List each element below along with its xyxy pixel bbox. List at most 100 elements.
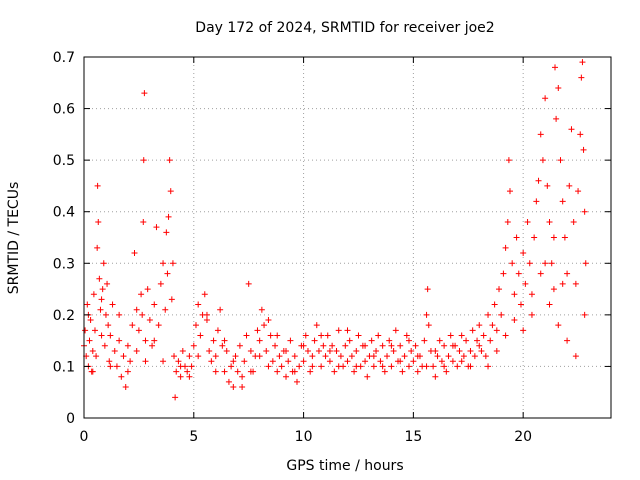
data-point	[423, 311, 430, 318]
data-point	[535, 177, 542, 184]
data-point	[517, 301, 524, 308]
data-point	[320, 342, 327, 349]
data-point	[335, 363, 342, 370]
data-point	[386, 337, 393, 344]
data-point	[206, 347, 213, 354]
data-point	[140, 157, 147, 164]
data-point	[506, 188, 513, 195]
data-point	[212, 353, 219, 360]
data-point	[528, 291, 535, 298]
data-point	[99, 286, 106, 293]
data-point	[166, 157, 173, 164]
data-point	[192, 322, 199, 329]
data-point	[304, 347, 311, 354]
data-point	[557, 157, 564, 164]
data-point	[511, 317, 518, 324]
data-point	[432, 373, 439, 380]
data-point	[580, 146, 587, 153]
data-point	[522, 280, 529, 287]
data-point	[520, 249, 527, 256]
data-point	[173, 368, 180, 375]
data-point	[577, 131, 584, 138]
data-point	[300, 358, 307, 365]
data-point	[291, 353, 298, 360]
data-point	[89, 347, 96, 354]
data-point	[550, 286, 557, 293]
data-point	[463, 337, 470, 344]
data-point	[122, 384, 129, 391]
data-point	[195, 301, 202, 308]
data-point	[95, 219, 102, 226]
data-point	[443, 368, 450, 375]
data-point	[256, 353, 263, 360]
data-point	[445, 353, 452, 360]
data-point	[537, 270, 544, 277]
data-point	[568, 126, 575, 133]
data-point	[511, 291, 518, 298]
data-point	[274, 368, 281, 375]
data-point	[302, 332, 309, 339]
data-point	[476, 322, 483, 329]
data-point	[195, 353, 202, 360]
data-point	[307, 368, 314, 375]
data-point	[188, 363, 195, 370]
data-point	[485, 363, 492, 370]
data-point	[344, 327, 351, 334]
data-point	[502, 332, 509, 339]
data-point	[135, 327, 142, 334]
data-point	[504, 219, 511, 226]
data-point	[460, 353, 467, 360]
data-point	[559, 198, 566, 205]
data-point	[331, 368, 338, 375]
data-point	[315, 347, 322, 354]
data-point	[399, 368, 406, 375]
data-point	[120, 353, 127, 360]
data-point	[509, 260, 516, 267]
data-point	[214, 327, 221, 334]
data-point	[318, 332, 325, 339]
y-tick-label: 0.5	[53, 153, 75, 169]
data-point	[487, 337, 494, 344]
data-point	[381, 368, 388, 375]
data-point	[94, 182, 101, 189]
x-tick-label: 10	[295, 429, 313, 445]
data-point	[89, 368, 96, 375]
data-point	[272, 342, 279, 349]
data-point	[309, 353, 316, 360]
data-point	[219, 342, 226, 349]
data-point	[186, 353, 193, 360]
data-point	[441, 342, 448, 349]
data-point	[355, 332, 362, 339]
data-point	[160, 260, 167, 267]
data-point	[449, 342, 456, 349]
data-point	[144, 286, 151, 293]
data-point	[480, 332, 487, 339]
data-point	[212, 368, 219, 375]
data-point	[142, 337, 149, 344]
data-point	[265, 363, 272, 370]
data-point	[344, 358, 351, 365]
data-point	[107, 363, 114, 370]
data-point	[256, 337, 263, 344]
data-point	[397, 358, 404, 365]
data-point	[210, 337, 217, 344]
data-point	[104, 280, 111, 287]
data-point	[98, 296, 105, 303]
data-point	[265, 317, 272, 324]
data-point	[582, 260, 589, 267]
data-point	[175, 358, 182, 365]
data-point	[524, 219, 531, 226]
data-point	[98, 332, 105, 339]
data-point	[539, 157, 546, 164]
data-point	[414, 368, 421, 375]
data-point	[223, 347, 230, 354]
data-point	[90, 291, 97, 298]
x-axis-label: GPS time / hours	[286, 458, 403, 474]
chart-title: Day 172 of 2024, SRMTID for receiver joe…	[195, 20, 494, 36]
data-point	[346, 337, 353, 344]
data-point	[138, 291, 145, 298]
data-point	[467, 347, 474, 354]
x-tick-label: 20	[514, 429, 532, 445]
data-point	[300, 342, 307, 349]
data-point	[190, 342, 197, 349]
